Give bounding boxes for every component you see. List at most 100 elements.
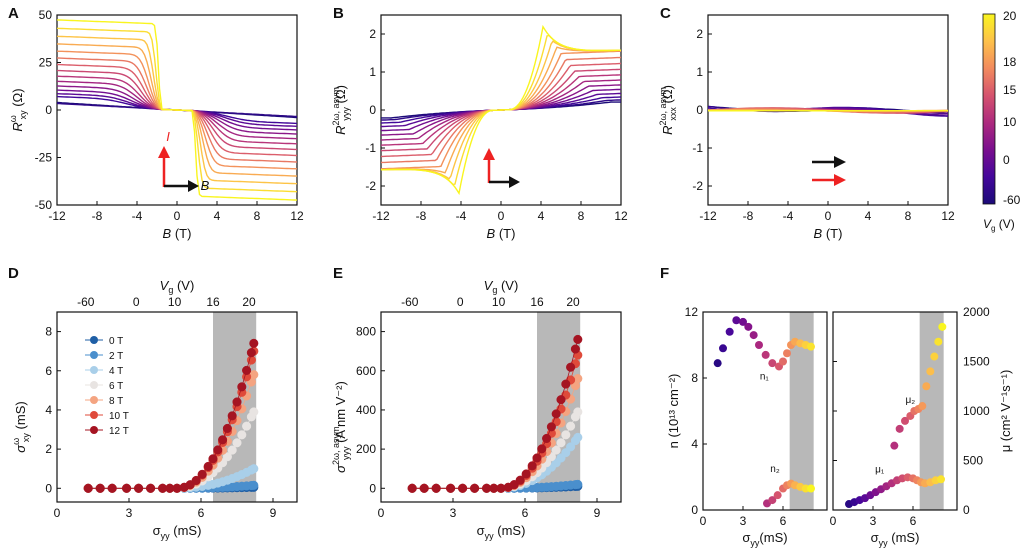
x-tick-label: 6 <box>198 506 205 520</box>
data-point <box>744 322 753 331</box>
y-tick-label: 1 <box>696 65 703 79</box>
data-point <box>556 395 566 405</box>
panel-B: -12 -8 -4 0 4 8 12 2 1 0 -1 -2 B R2ω, asymyyy (Ω) B (T… <box>331 5 628 241</box>
data-point <box>419 483 429 493</box>
y-tick-label: 0 <box>369 103 376 117</box>
y-axis-label: n (10¹³ cm⁻²) <box>666 374 681 449</box>
y-label-sub: xy <box>18 110 28 120</box>
y-tick-label: 1000 <box>963 404 990 418</box>
data-point <box>203 461 213 471</box>
legend-label: 0 T <box>109 336 123 347</box>
y-tick-label: 0 <box>45 481 52 495</box>
data-point <box>197 469 207 479</box>
data-point <box>83 483 93 493</box>
y-tick-label: 2000 <box>963 305 990 319</box>
panel-F-right: 0 3 6 0 500 1000 1500 2000 μ (cm² V⁻¹s⁻¹) σyy (mS… <box>830 305 1013 548</box>
y-tick-label: 0 <box>696 103 703 117</box>
field-label: B <box>201 178 210 193</box>
data-point <box>232 438 242 448</box>
top-label-sub: g <box>168 285 173 295</box>
x-axis-label: σyy (mS) <box>153 523 202 541</box>
data-point <box>566 442 576 452</box>
y-tick-label: 2 <box>369 27 376 41</box>
data-point <box>807 342 815 351</box>
data-point <box>537 444 547 454</box>
y-label-base: σ <box>333 464 348 473</box>
top-axis-label: Vg (V) <box>484 278 519 295</box>
x-label-sub: yy <box>161 531 171 541</box>
data-point <box>246 348 256 358</box>
data-point <box>237 382 247 392</box>
data-point <box>146 483 156 493</box>
data-point <box>227 445 237 455</box>
colorbar-bar <box>982 13 996 205</box>
data-point <box>719 344 727 353</box>
panel-label: B <box>333 5 344 22</box>
data-point <box>237 430 247 440</box>
data-point <box>918 402 927 411</box>
top-tick-label: 10 <box>168 295 182 309</box>
data-point <box>249 464 259 474</box>
data-point <box>521 469 531 479</box>
y-tick-label: 0 <box>45 103 52 117</box>
y-label-sub: xy <box>21 433 31 443</box>
data-point <box>573 479 583 489</box>
data-point <box>232 397 242 407</box>
data-point <box>515 475 525 485</box>
x-label-unit: (mS) <box>759 530 787 545</box>
current-arrowhead <box>483 148 495 160</box>
x-tick-label: 3 <box>870 514 877 528</box>
data-point <box>249 338 259 348</box>
x-tick-label: 9 <box>594 506 601 520</box>
y-tick-label: 0 <box>369 481 376 495</box>
x-tick-label: -4 <box>783 209 794 223</box>
x-tick-label: 4 <box>538 209 545 223</box>
data-point <box>208 454 218 464</box>
x-tick-label: -12 <box>48 209 66 223</box>
legend-marker <box>90 396 98 404</box>
y-label-sub: xxx <box>668 107 678 121</box>
legend-label: 12 T <box>109 426 129 437</box>
y-axis-label: σωxy (mS) <box>11 401 31 452</box>
y-tick-label: 1500 <box>963 355 990 369</box>
data-point <box>890 441 899 450</box>
panel-label: D <box>8 265 19 282</box>
x-tick-label: -8 <box>743 209 754 223</box>
data-point <box>934 337 943 346</box>
data-point <box>561 430 571 440</box>
colorbar-label: Vg (V) <box>983 217 1015 233</box>
y-label-base: R <box>333 126 348 135</box>
colorbar-tick: 10 <box>1003 115 1017 129</box>
legend-marker <box>90 366 98 374</box>
data-point <box>249 480 259 490</box>
x-tick-label: 0 <box>498 209 505 223</box>
y-label-base: σ <box>13 444 28 453</box>
y-tick-label: 25 <box>39 56 53 70</box>
legend-label: 4 T <box>109 366 123 377</box>
data-point <box>570 344 580 354</box>
x-tick-label: 0 <box>830 514 837 528</box>
x-tick-label: -4 <box>456 209 467 223</box>
legend-marker <box>90 351 98 359</box>
y-tick-label: 0 <box>691 503 698 517</box>
y-axis-label: R2ω, asymxxx (Ω) <box>658 85 678 135</box>
x-label-unit: (T) <box>822 226 842 241</box>
top-axis-label: Vg (V) <box>160 278 195 295</box>
y-label-base: R <box>10 122 25 131</box>
x-label-unit: (mS) <box>170 523 202 538</box>
data-point <box>573 407 583 417</box>
x-tick-label: 9 <box>270 506 277 520</box>
x-label-unit: (mS) <box>494 523 526 538</box>
data-point <box>725 327 734 336</box>
series-line <box>381 24 621 196</box>
top-tick-label: -60 <box>77 295 95 309</box>
data-point <box>761 350 770 359</box>
current-label: I <box>166 129 170 144</box>
x-tick-label: 0 <box>700 514 707 528</box>
x-tick-label: 12 <box>941 209 955 223</box>
data-point <box>783 349 791 358</box>
y-label-unit: (A nm V⁻²) <box>333 381 348 446</box>
x-label-sigma: σ <box>153 523 161 538</box>
panel-label: A <box>8 5 19 22</box>
